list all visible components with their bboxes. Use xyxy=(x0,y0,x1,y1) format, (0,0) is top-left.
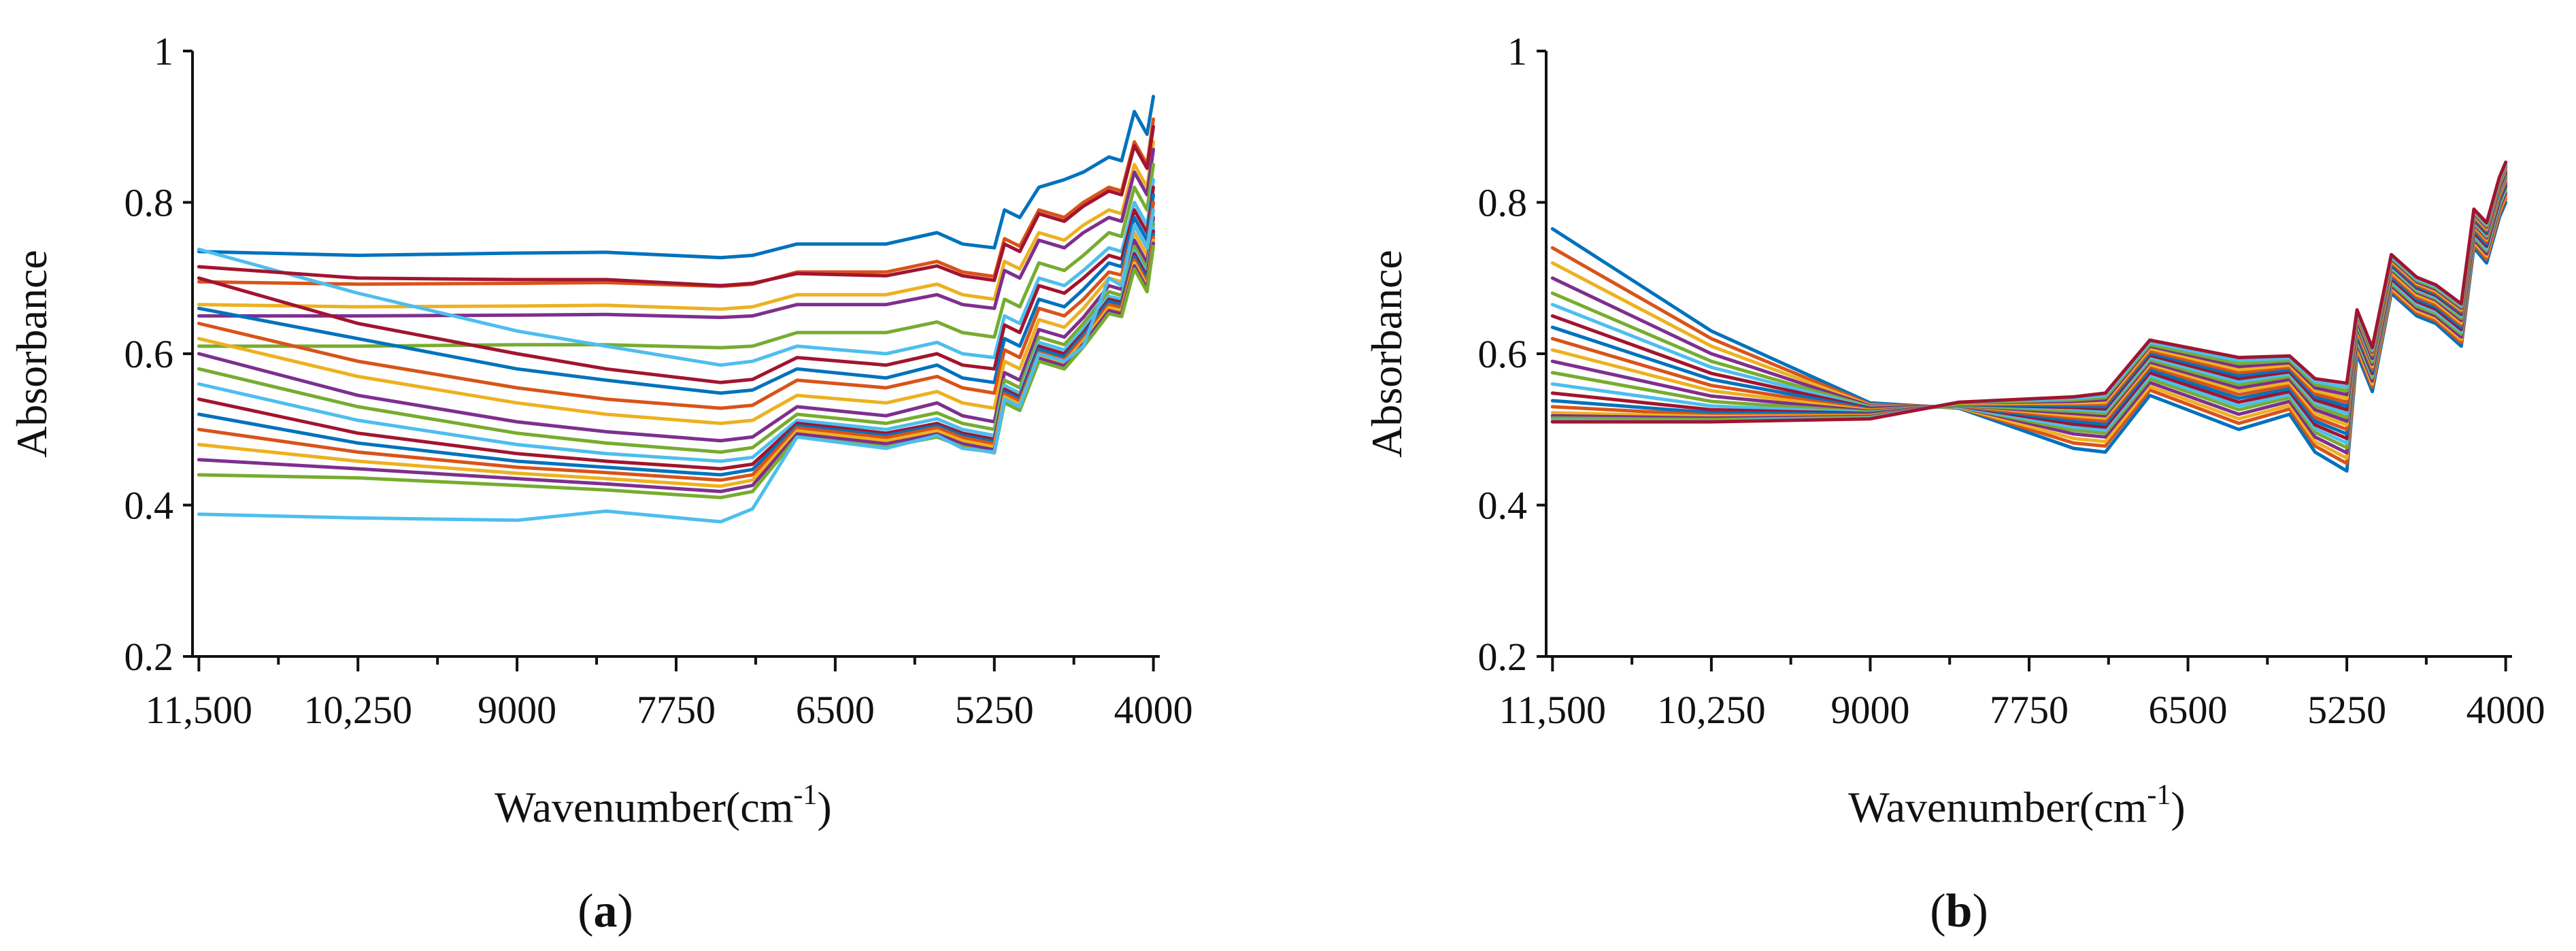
panel-a-x-tick-label: 4000 xyxy=(1114,688,1193,732)
panel-b-y-tick-label: 0.6 xyxy=(1478,332,1528,376)
panel-b-spectrum-11-line xyxy=(1550,176,2508,423)
panel-b-spectrum-14-line xyxy=(1550,171,2508,416)
panel-a-spectrum-01-line xyxy=(197,95,1156,260)
panel-b-x-tick-label: 5250 xyxy=(2307,688,2386,732)
panel-a-label: (a) xyxy=(578,885,633,937)
panel-a-spectrum-07-line xyxy=(197,185,1156,384)
panel-a-y-tick-label: 0.4 xyxy=(124,484,174,528)
panel-a-spectrum-06-line xyxy=(197,178,1156,367)
panel-b-y-tick-label: 1 xyxy=(1507,29,1527,73)
panel-a-spectrum-14-line xyxy=(197,229,1156,471)
panel-b-spectrum-16-line xyxy=(1550,168,2508,417)
panel-b-y-tick-label: 0.8 xyxy=(1478,181,1528,225)
panel-a-spectrum-04-line xyxy=(197,148,1156,320)
panel-b-spectrum-13-line xyxy=(1550,172,2508,416)
panel-b-spectrum-10-line xyxy=(1550,177,2508,427)
panel-b-y-tick-label: 0.4 xyxy=(1478,484,1528,528)
panel-a-xlabel: Wavenumber(cm-1) xyxy=(495,780,831,831)
panel-a-ylabel: Absorbance xyxy=(7,250,56,458)
panel-b-spectrum-21-line xyxy=(1550,161,2508,424)
panel-a-spectrum-09-line xyxy=(197,201,1156,410)
panel-b-ylabel: Absorbance xyxy=(1362,250,1411,458)
panel-a-spectrum-10-line xyxy=(197,208,1156,425)
panel-a-y-tick-label: 1 xyxy=(154,29,173,73)
panel-a-series-group xyxy=(197,95,1156,524)
panel-a-x-tick-label: 10,250 xyxy=(303,688,412,732)
panel-b-label: (b) xyxy=(1930,885,1988,937)
panel-b-x-tick-label: 6500 xyxy=(2149,688,2228,732)
panel-a-spectrum-03-line xyxy=(197,140,1156,311)
panel-a-spectrum-20-line xyxy=(197,208,1156,524)
panel-a-spectrum-21-line xyxy=(197,124,1156,288)
panel-b-chart: Absorbance Wavenumber(cm-1) (b) 0.2 0.4 0.… xyxy=(1362,29,2545,937)
panel-a-x-tick-label: 6500 xyxy=(796,688,875,732)
panel-a-x-tick-label: 11,500 xyxy=(146,688,252,732)
panel-b-xlabel: Wavenumber(cm-1) xyxy=(1848,780,2185,831)
panel-a-x-tick-label: 5250 xyxy=(955,688,1034,732)
panel-a-spectrum-08-line xyxy=(197,193,1156,395)
panel-a-spectrum-18-line xyxy=(197,241,1156,493)
panel-b-spectrum-08-line xyxy=(1550,182,2508,436)
panel-b-x-tick-label: 11,500 xyxy=(1499,688,1606,732)
panel-b-x-tick-label: 7750 xyxy=(1990,688,2069,732)
panel-a-y-tick-label: 0.6 xyxy=(124,332,174,376)
panel-b-y-tick-label: 0.2 xyxy=(1478,635,1528,679)
panel-b-x-tick-label: 10,250 xyxy=(1657,688,1766,732)
panel-a-chart: Absorbance Wavenumber(cm-1) (a) 0.2 0.4 0.… xyxy=(7,29,1193,937)
panel-a-spectrum-05-line xyxy=(197,163,1156,350)
panel-b-series-group xyxy=(1550,161,2508,473)
panel-a-x-tick-label: 7750 xyxy=(637,688,716,732)
panel-a-x-tick-label: 9000 xyxy=(478,688,556,732)
panel-a-y-tick-label: 0.8 xyxy=(124,181,174,225)
panel-b-x-tick-label: 9000 xyxy=(1830,688,1909,732)
panel-b-spectrum-15-line xyxy=(1550,169,2508,416)
panel-a-spectrum-02-line xyxy=(197,117,1156,288)
panel-b-x-tick-label: 4000 xyxy=(2466,688,2545,732)
panel-a-y-tick-label: 0.2 xyxy=(124,635,174,679)
